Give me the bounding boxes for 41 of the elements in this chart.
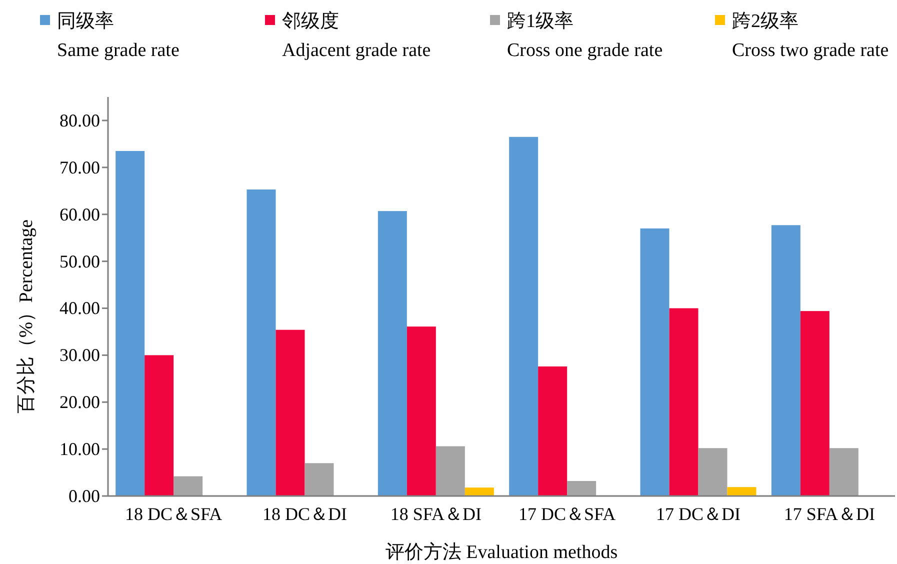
x-tick-label: 17 DC＆SFA bbox=[518, 504, 616, 524]
bar bbox=[246, 189, 276, 496]
bar bbox=[144, 355, 174, 496]
legend-label: 同级率 Same grade rate bbox=[57, 10, 180, 61]
legend-label: 邻级度 Adjacent grade rate bbox=[282, 10, 431, 61]
bar bbox=[174, 476, 203, 496]
y-tick-label: 50.00 bbox=[60, 251, 100, 272]
x-axis-title: 评价方法 Evaluation methods bbox=[385, 541, 618, 563]
legend-label: 跨1级率 Cross one grade rate bbox=[507, 10, 663, 61]
bar bbox=[276, 330, 305, 496]
bar bbox=[116, 150, 145, 496]
x-tick-label: 18 SFA＆DI bbox=[390, 504, 482, 524]
y-tick-label: 20.00 bbox=[60, 392, 100, 412]
y-tick-label: 70.00 bbox=[60, 157, 100, 178]
x-tick-label: 17 DC＆DI bbox=[656, 504, 741, 524]
y-tick-label: 10.00 bbox=[60, 439, 100, 460]
bar bbox=[640, 228, 670, 496]
y-tick-label: 60.00 bbox=[60, 204, 100, 224]
bar bbox=[304, 463, 334, 496]
bar bbox=[378, 211, 407, 496]
y-tick-label: 40.00 bbox=[60, 298, 100, 318]
y-tick-label: 0.00 bbox=[68, 486, 100, 506]
bar bbox=[800, 311, 830, 496]
y-tick-label: 80.00 bbox=[60, 110, 100, 130]
y-axis-title: 百分比（%）Percentage bbox=[16, 219, 37, 414]
x-tick-label: 18 DC＆DI bbox=[262, 504, 348, 524]
y-tick-label: 30.00 bbox=[60, 345, 100, 366]
x-tick-label: 18 DC＆SFA bbox=[124, 504, 222, 524]
bar bbox=[567, 480, 596, 496]
bar bbox=[538, 366, 568, 496]
bar bbox=[509, 136, 538, 496]
bar bbox=[436, 446, 465, 496]
bar bbox=[406, 326, 436, 496]
bar bbox=[464, 488, 494, 496]
bar bbox=[698, 448, 728, 496]
x-tick-label: 17 SFA＆DI bbox=[784, 504, 876, 524]
bar bbox=[669, 308, 698, 496]
bar bbox=[727, 487, 756, 496]
bar bbox=[771, 225, 800, 496]
bar bbox=[829, 448, 858, 496]
legend-label: 跨2级率 Cross two grade rate bbox=[732, 10, 889, 61]
